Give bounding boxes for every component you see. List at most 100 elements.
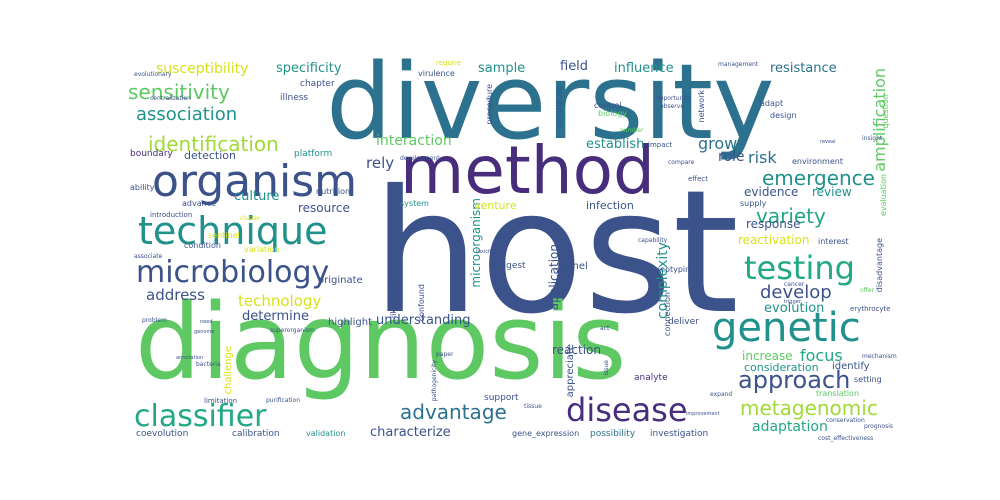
cloud-word-calibration: calibration	[232, 429, 280, 439]
cloud-word-insight: insight	[862, 135, 883, 142]
cloud-word-venture: venture	[474, 199, 517, 212]
cloud-word-issue: issue	[603, 360, 610, 376]
cloud-word-system: system	[400, 199, 429, 208]
cloud-word-toxicity: toxicity	[476, 249, 495, 255]
cloud-word-technique: technique	[138, 209, 328, 253]
cloud-word-act: act	[600, 325, 610, 332]
cloud-word-network: network	[697, 90, 706, 123]
cloud-word-paper: paper	[436, 351, 454, 358]
cloud-word-rely: rely	[366, 154, 395, 172]
cloud-word-control: control	[594, 101, 622, 110]
cloud-word-organism: organism	[152, 156, 358, 207]
cloud-word-conservation: conservation	[826, 417, 865, 424]
cloud-word-diversity: diversity	[326, 41, 775, 163]
cloud-word-advance: advance	[182, 199, 217, 208]
cloud-word-setting: setting	[854, 375, 882, 384]
cloud-word-pathogenicity: pathogenicity	[431, 360, 438, 402]
cloud-word-response: response	[746, 217, 801, 231]
cloud-word-limitation: limitation	[204, 397, 238, 405]
cloud-word-ability: ability	[130, 183, 155, 192]
cloud-word-illness: illness	[280, 93, 309, 103]
cloud-word-reaction: reaction	[552, 343, 601, 357]
cloud-word-gene-expression: gene_expression	[512, 429, 580, 438]
cloud-word-identification: identification	[148, 132, 279, 156]
cloud-word-question: question	[881, 94, 890, 129]
cloud-word-introduction: introduction	[150, 211, 193, 219]
cloud-word-evolutionary: evolutionary	[134, 71, 172, 78]
cloud-word-cluster: cluster	[240, 215, 261, 222]
cloud-word-analyte: analyte	[634, 373, 668, 383]
cloud-word-problem: problem	[142, 317, 167, 324]
cloud-word-role: role	[718, 149, 745, 165]
cloud-word-capability: capability	[638, 237, 668, 244]
cloud-word-possibility: possibility	[590, 429, 636, 439]
cloud-word-influence: influence	[614, 61, 674, 76]
cloud-word-supply: supply	[740, 199, 767, 208]
cloud-word-evolution: evolution	[764, 301, 825, 316]
cloud-word-evaluation: evaluation	[879, 174, 888, 217]
cloud-word-translation: translation	[816, 389, 860, 398]
cloud-word-genotyping: genotyping	[650, 265, 696, 274]
cloud-word-evidence: evidence	[744, 185, 799, 199]
cloud-word-host: host	[372, 154, 739, 352]
cloud-word-specificity: specificity	[276, 61, 342, 76]
cloud-word-expand: expand	[710, 391, 733, 398]
cloud-word-mechanism: mechanism	[862, 353, 897, 360]
cloud-word-understanding: understanding	[376, 313, 471, 328]
cloud-word-need: need	[200, 319, 213, 325]
cloud-word-increase: increase	[742, 349, 793, 363]
cloud-word-procedure: procedure	[485, 84, 494, 125]
cloud-word-develop: develop	[760, 282, 832, 303]
cloud-word-management: management	[718, 61, 759, 68]
cloud-word-superorganism: superorganism	[270, 327, 315, 334]
cloud-word-identify: identify	[832, 361, 870, 372]
cloud-word-chapter: chapter	[300, 79, 335, 89]
cloud-word-improvement: improvement	[686, 411, 720, 417]
cloud-word-coevolution: coevolution	[136, 429, 189, 439]
cloud-word-advantage: advantage	[400, 400, 507, 424]
cloud-word-suggest: suggest	[490, 261, 526, 271]
cloud-word-cancer: cancer	[784, 281, 805, 288]
cloud-word-originate: originate	[318, 275, 363, 286]
cloud-word-genome: genome	[194, 329, 215, 335]
cloud-word-adaptation: adaptation	[752, 419, 828, 435]
cloud-word-opportunity: opportunity	[656, 95, 691, 102]
cloud-word-focus: focus	[800, 346, 843, 365]
cloud-word-number: number	[620, 127, 644, 134]
cloud-word-associate: associate	[134, 253, 163, 260]
cloud-word-detection: detection	[184, 149, 236, 162]
cloud-word-panel: panel	[560, 261, 588, 272]
cloud-word-grow: grow	[698, 134, 738, 153]
cloud-word-likelihood: likelihood	[389, 280, 398, 319]
cloud-word-annotation: annotation	[176, 355, 204, 361]
cloud-word-review: review	[812, 185, 852, 199]
cloud-word-effect: effect	[688, 175, 709, 183]
cloud-word-prognosis: prognosis	[864, 423, 894, 430]
cloud-word-virulence: virulence	[418, 69, 455, 78]
cloud-word-field: field	[560, 59, 589, 74]
cloud-word-genetic: genetic	[712, 305, 861, 351]
cloud-word-application: application	[547, 244, 561, 311]
cloud-word-adapt: adapt	[760, 99, 784, 108]
cloud-word-risk: risk	[748, 148, 777, 167]
cloud-word-reactivation: reactivation	[738, 233, 810, 247]
cloud-word-support: support	[484, 393, 519, 403]
cloud-word-emergence: emergence	[762, 166, 875, 190]
cloud-word-deliver: deliver	[668, 317, 699, 327]
cloud-word-trigger: trigger	[784, 299, 801, 305]
cloud-word-sensitivity: sensitivity	[128, 80, 230, 104]
cloud-word-resistance: resistance	[770, 61, 837, 76]
cloud-word-testing: testing	[744, 249, 855, 287]
cloud-word-diagnosis: diagnosis	[135, 281, 627, 403]
cloud-word-address: address	[146, 286, 205, 304]
cloud-word-offer: offer	[860, 287, 874, 294]
cloud-word-tissue: tissue	[524, 403, 542, 410]
cloud-word-resource: resource	[298, 201, 350, 215]
cloud-word-microbiology: microbiology	[136, 255, 330, 290]
cloud-word-variety: variety	[756, 204, 826, 228]
cloud-word-centralization: centralization	[150, 95, 191, 102]
cloud-word-consideration: consideration	[744, 361, 819, 374]
cloud-word-variation: variation	[244, 245, 280, 254]
cloud-word-investigation: investigation	[650, 429, 709, 439]
cloud-word-connection: connection	[663, 292, 672, 337]
